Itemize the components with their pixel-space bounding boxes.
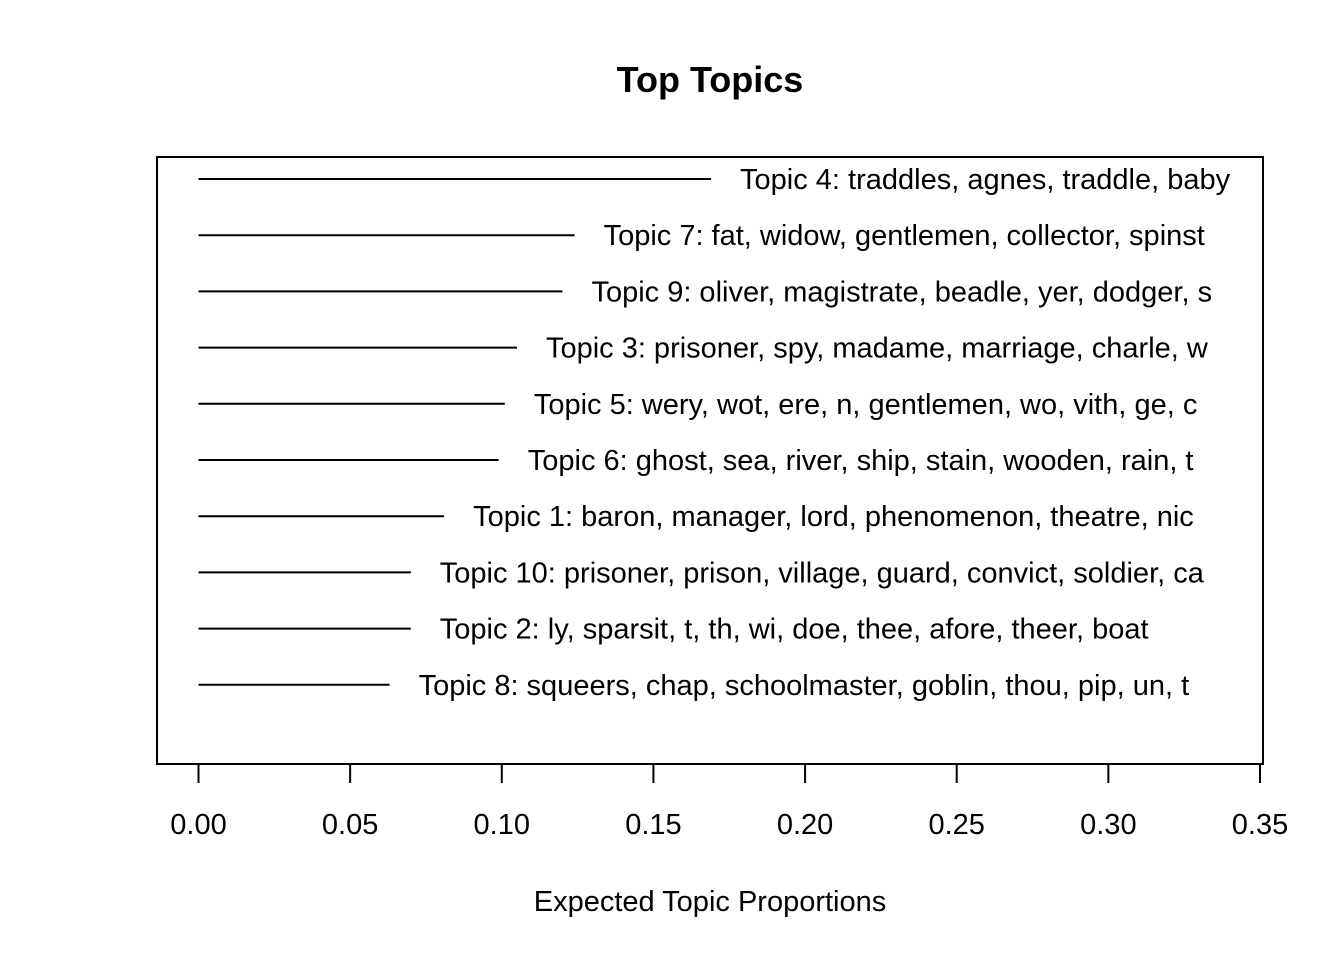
topic-label-2: Topic 7: fat, widow, gentlemen, collecto… bbox=[604, 220, 1205, 252]
x-tick-label-3: 0.15 bbox=[625, 809, 681, 841]
topic-label-8: Topic 10: prisoner, prison, village, gua… bbox=[440, 557, 1205, 589]
x-axis: 0.00 0.05 0.10 0.15 0.20 0.25 0.30 0.35 bbox=[170, 763, 1288, 841]
x-axis-label: Expected Topic Proportions bbox=[534, 886, 887, 918]
topic-label-1: Topic 4: traddles, agnes, traddle, baby bbox=[740, 164, 1231, 196]
x-tick-label-6: 0.30 bbox=[1080, 809, 1136, 841]
topic-label-3: Topic 9: oliver, magistrate, beadle, yer… bbox=[591, 276, 1212, 308]
x-tick-label-2: 0.10 bbox=[474, 809, 530, 841]
topic-label-4: Topic 3: prisoner, spy, madame, marriage… bbox=[546, 333, 1209, 365]
topic-label-10: Topic 8: squeers, chap, schoolmaster, go… bbox=[419, 670, 1190, 702]
topic-label-6: Topic 6: ghost, sea, river, ship, stain,… bbox=[528, 445, 1194, 477]
topic-label-7: Topic 1: baron, manager, lord, phenomeno… bbox=[473, 501, 1194, 533]
bars-group: Topic 4: traddles, agnes, traddle, baby T… bbox=[198, 164, 1231, 702]
x-tick-label-4: 0.20 bbox=[777, 809, 833, 841]
x-tick-label-7: 0.35 bbox=[1232, 809, 1288, 841]
x-tick-label-0: 0.00 bbox=[170, 809, 226, 841]
chart-title: Top Topics bbox=[617, 59, 804, 100]
topic-label-5: Topic 5: wery, wot, ere, n, gentlemen, w… bbox=[534, 389, 1198, 421]
x-tick-label-5: 0.25 bbox=[928, 809, 984, 841]
x-tick-label-1: 0.05 bbox=[322, 809, 378, 841]
topic-label-9: Topic 2: ly, sparsit, t, th, wi, doe, th… bbox=[440, 614, 1149, 646]
